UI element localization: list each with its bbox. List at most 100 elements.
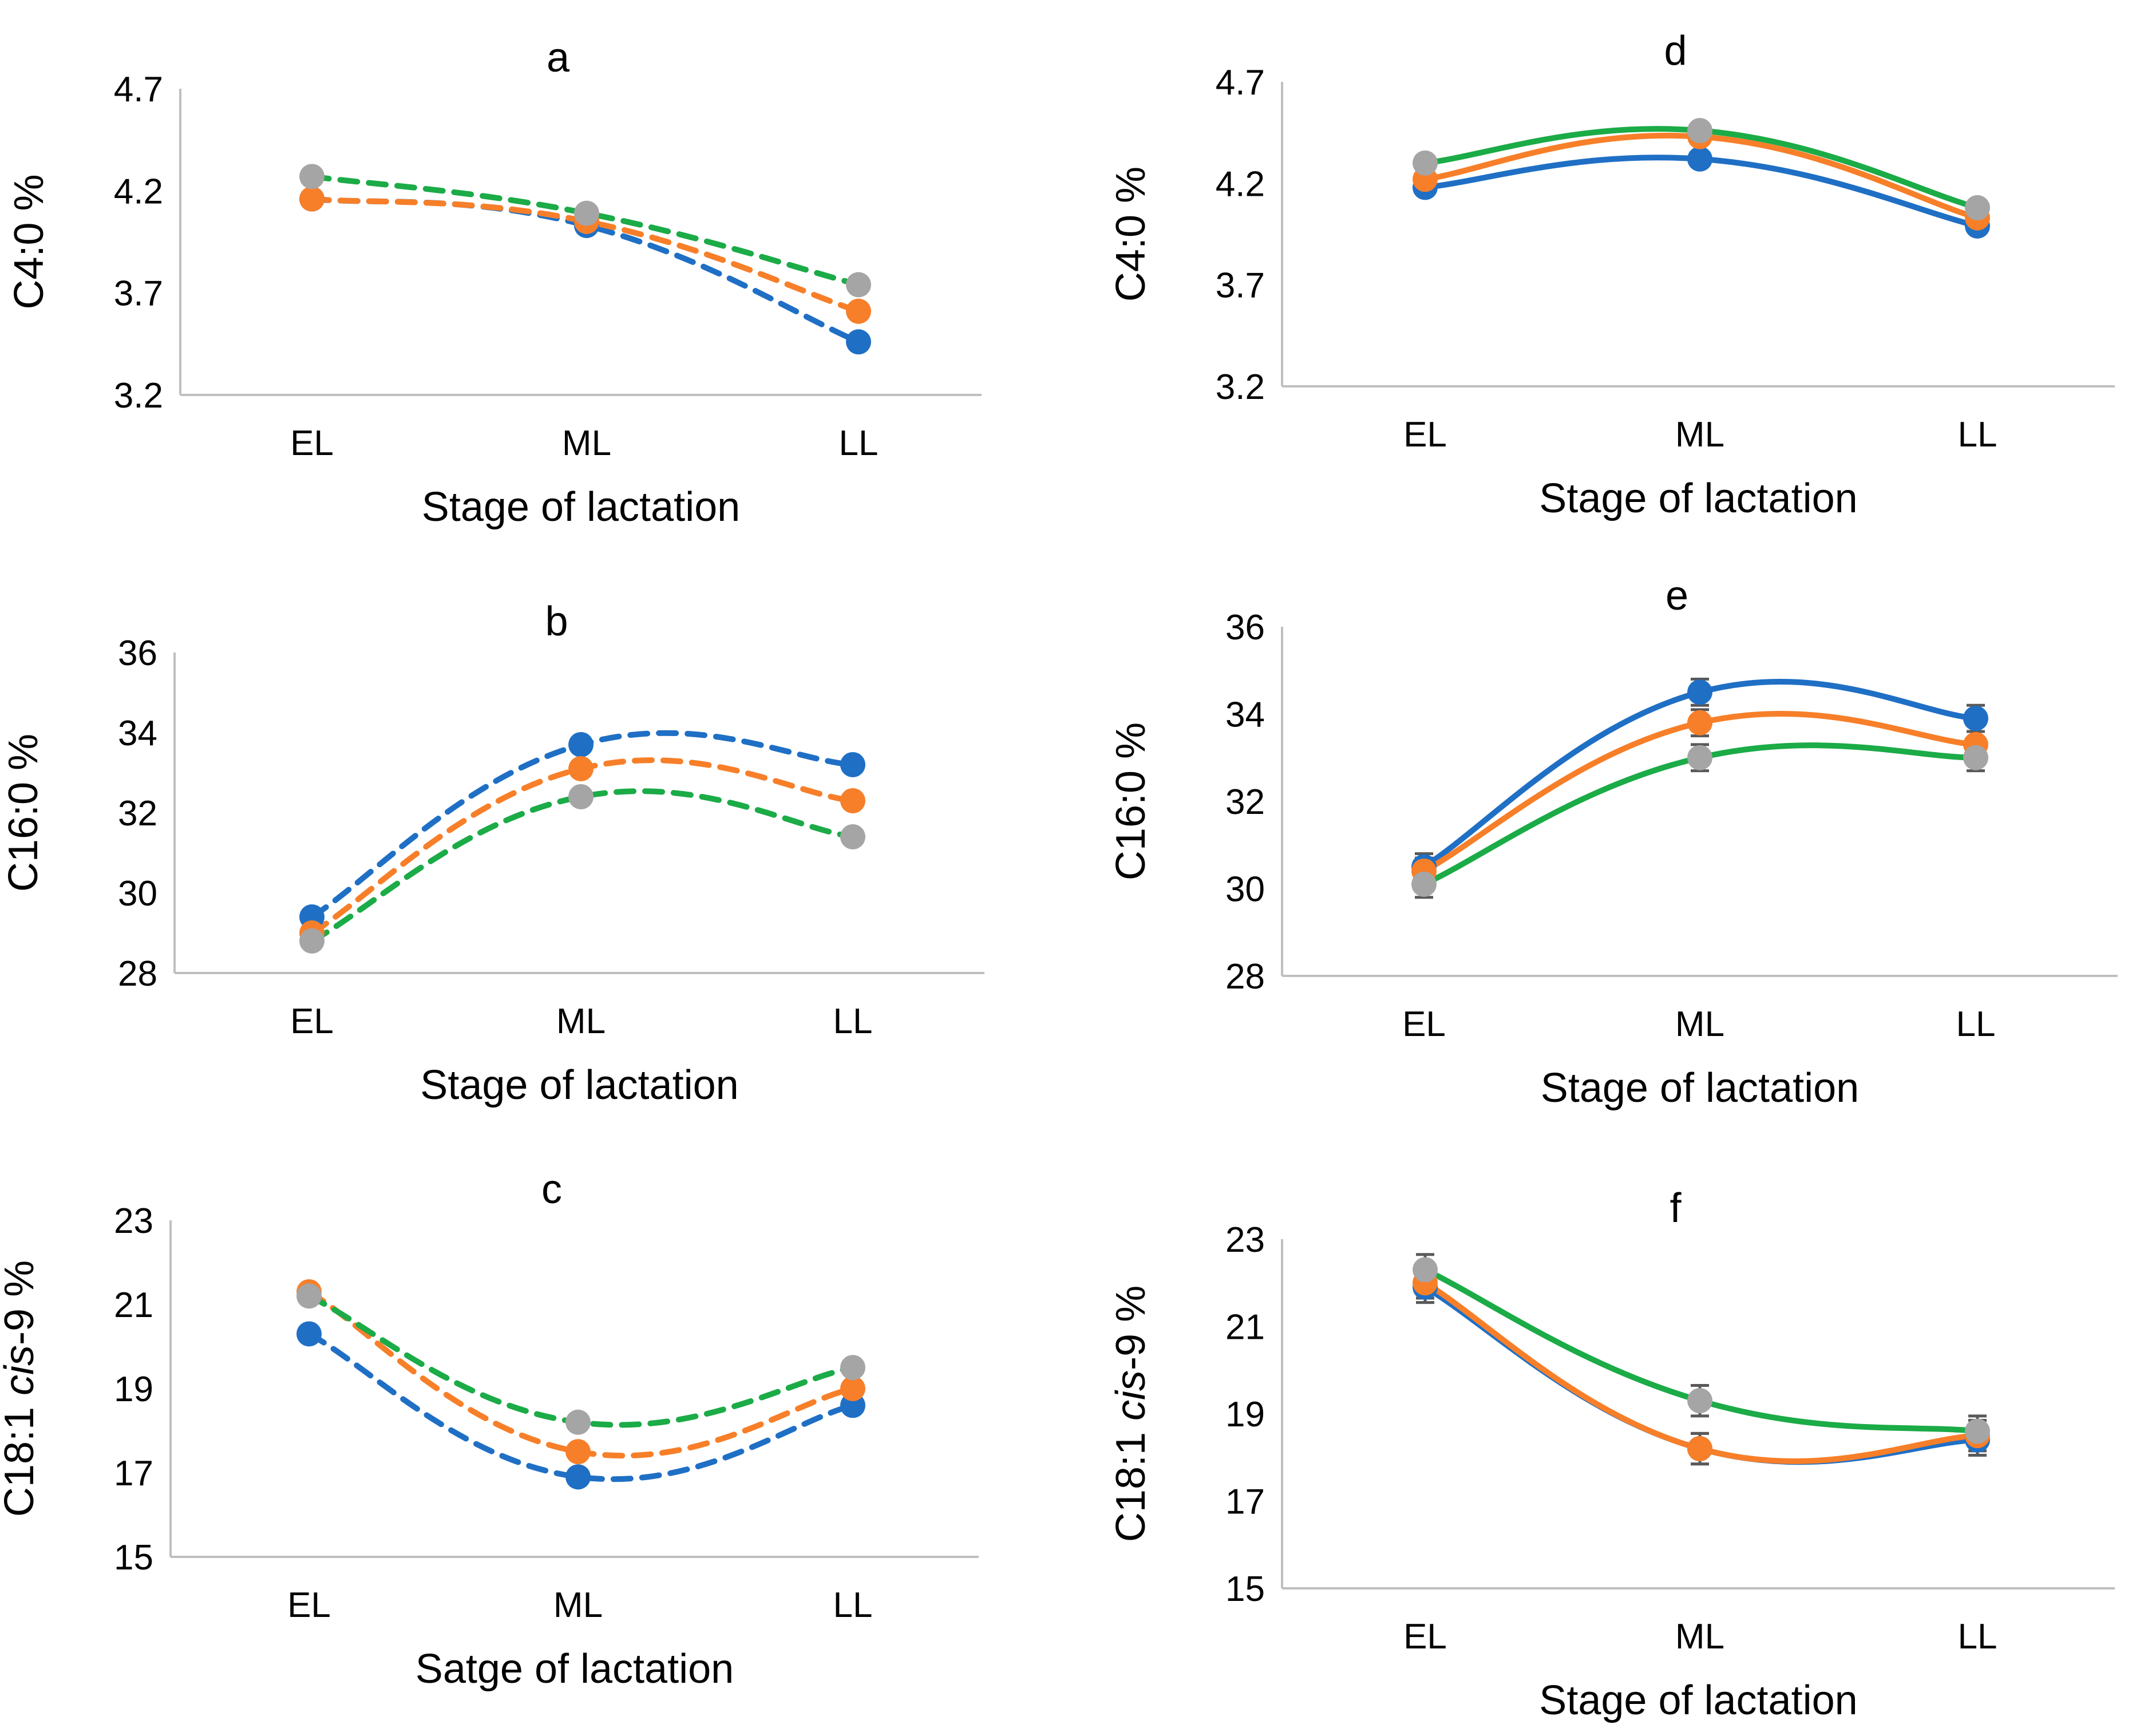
x-axis-title: Satge of lactation [416,1646,734,1692]
y-axis-title: C16:0 % [1108,722,1154,880]
data-point-series-3 [565,1409,591,1435]
chart-panel-c: 15 17 19 21 23 EL ML LL Satge of lactation C18:1 … [0,1166,979,1692]
data-point-series-3 [299,928,325,954]
data-point-series-2 [568,756,594,781]
data-point-series-1 [296,1321,322,1347]
y-tick-label: 4.7 [1216,63,1265,102]
y-tick-label: 4.2 [1216,164,1265,204]
y-tick-label: 19 [1225,1395,1265,1434]
x-axis-title: Stage of lactation [1541,1065,1859,1111]
data-point-series-1 [1963,706,1988,731]
data-point-series-3 [846,272,871,298]
data-point-series-3 [568,784,594,809]
x-tick-label: EL [1403,415,1447,454]
data-point-series-3 [1965,195,1990,220]
series-line-1 [306,1331,856,1482]
data-point-series-3 [1411,871,1437,897]
panel-label-e: e [1666,573,1688,619]
data-point-series-1 [1687,679,1712,705]
x-tick-label: LL [1958,1617,1997,1656]
data-point-series-3 [840,1355,865,1381]
data-point-series-3 [1963,745,1988,770]
y-tick-label: 34 [118,714,157,753]
y-tick-label: 4.2 [114,172,163,211]
x-tick-label: ML [553,1585,603,1625]
data-point-series-2 [1687,710,1712,735]
y-tick-label: 32 [1225,782,1265,822]
data-point-series-3 [1965,1418,1990,1444]
data-point-series-3 [574,200,599,226]
chart-panel-e: 28 30 32 34 36 EL ML LL Stage of lactation C16:0 … [1108,573,2118,1111]
data-point-series-1 [846,329,871,355]
chart-panel-a: 3.2 3.7 4.2 4.7 EL ML LL Stage of lactation C4:0… [6,35,982,530]
data-point-series-2 [299,186,325,212]
y-tick-label: 30 [118,874,157,914]
data-point-series-3 [1687,1388,1712,1414]
panel-label-b: b [545,599,568,644]
y-tick-label: 34 [1225,695,1265,735]
panel-label-a: a [547,35,570,81]
x-axis-title: Stage of lactation [422,484,740,530]
y-tick-label: 3.2 [114,376,163,416]
y-tick-label: 36 [1225,608,1265,647]
y-axis-title: C18:1 cis-9 % [0,1260,42,1517]
x-tick-label: ML [1675,1617,1724,1656]
data-point-series-2 [840,1376,865,1401]
y-tick-label: 3.2 [1216,367,1265,407]
panel-label-f: f [1670,1185,1682,1231]
x-tick-label: EL [290,424,334,463]
data-point-series-3 [1413,1257,1438,1283]
y-tick-label: 23 [114,1201,153,1241]
y-tick-label: 17 [1225,1482,1265,1522]
y-tick-label: 21 [114,1286,153,1325]
x-axis-title: Stage of lactation [1539,476,1857,521]
y-tick-label: 19 [114,1370,153,1409]
data-point-series-3 [1413,150,1438,176]
y-axis-title: C16:0 % [1,734,46,892]
chart-panel-f: 15 17 19 21 23 EL ML LL Stage of lactation C18:1 … [1108,1185,2115,1723]
x-tick-label: LL [833,1585,873,1625]
y-axis-title: C4:0 % [1108,167,1154,302]
y-tick-label: 36 [118,634,157,673]
x-tick-label: EL [290,1002,334,1041]
y-axis-title: C4:0 % [6,174,52,309]
data-point-series-3 [299,164,325,189]
y-tick-label: 30 [1225,870,1265,909]
x-tick-label: ML [1675,1005,1724,1044]
x-tick-label: ML [1675,415,1724,454]
data-point-series-3 [840,824,865,849]
x-axis-title: Stage of lactation [1539,1678,1857,1723]
data-point-series-2 [565,1439,591,1465]
chart-panel-d: 3.2 3.7 4.2 4.7 EL ML LL Stage of lactation C4:0… [1108,28,2115,521]
y-tick-label: 28 [1225,957,1265,996]
data-point-series-1 [840,752,865,777]
y-axis-title: C18:1 cis-9 % [1108,1286,1154,1542]
series-line-3 [309,788,856,944]
y-tick-label: 23 [1225,1220,1265,1260]
series-line-2 [1421,711,1979,874]
y-tick-label: 17 [114,1454,153,1493]
y-tick-label: 21 [1225,1308,1265,1347]
panel-label-c: c [541,1166,562,1212]
x-tick-label: LL [1958,415,1997,454]
y-tick-label: 3.7 [114,274,163,314]
data-point-series-3 [296,1283,322,1309]
y-tick-label: 28 [118,954,157,994]
italic-cis: cis [1108,1370,1154,1421]
panel-label-d: d [1664,28,1687,74]
data-point-series-2 [1687,1436,1712,1461]
chart-panel-b: 28 30 32 34 36 EL ML LL Stage of lactation C16:0 … [1,599,984,1108]
data-point-series-1 [565,1464,591,1490]
italic-cis: cis [0,1345,42,1395]
y-tick-label: 3.7 [1216,266,1265,306]
data-point-series-1 [568,732,594,757]
y-tick-label: 4.7 [114,70,163,109]
x-tick-label: LL [833,1002,873,1041]
y-tick-label: 32 [118,794,157,833]
data-point-series-2 [840,788,865,813]
data-point-series-1 [1687,146,1712,172]
x-axis-title: Stage of lactation [420,1062,738,1108]
x-tick-label: ML [556,1002,606,1041]
series-line-3 [306,1293,856,1428]
